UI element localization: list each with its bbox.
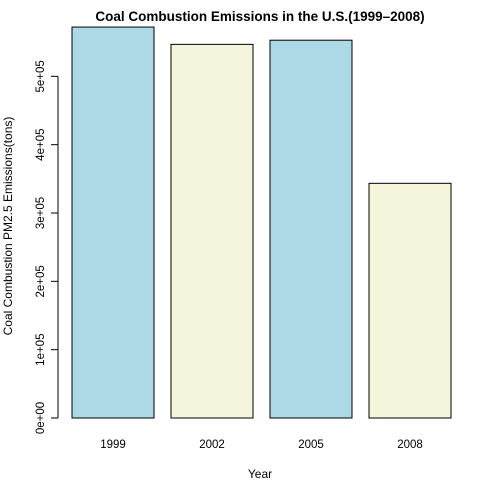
chart-title: Coal Combustion Emissions in the U.S.(19… <box>95 9 424 24</box>
bar-2008 <box>368 182 452 419</box>
x-tick-label-2008: 2008 <box>397 439 423 451</box>
y-tick-label-5: 5e+05 <box>35 60 47 92</box>
x-tick-label-2002: 2002 <box>199 439 225 451</box>
x-axis-label: Year <box>248 467 272 480</box>
y-tick-label-1: 1e+05 <box>35 334 47 366</box>
y-axis-label: Coal Combustion PM2.5 Emissions(tons) <box>1 117 15 336</box>
y-axis: 0e+00 1e+05 2e+05 3e+05 4e+05 5e+05 <box>35 60 59 434</box>
x-tick-label-2005: 2005 <box>298 439 324 451</box>
x-tick-labels: 1999 2002 2005 2008 <box>100 439 423 451</box>
x-tick-label-1999: 1999 <box>100 439 126 451</box>
bars-group <box>71 26 452 419</box>
y-tick-label-0: 0e+00 <box>35 402 47 434</box>
y-tick-label-4: 4e+05 <box>35 129 47 161</box>
y-tick-label-2: 2e+05 <box>35 265 47 297</box>
bar-2002 <box>170 43 254 419</box>
bar-1999 <box>71 26 155 419</box>
bar-2005 <box>269 39 353 419</box>
y-tick-label-3: 3e+05 <box>35 197 47 229</box>
